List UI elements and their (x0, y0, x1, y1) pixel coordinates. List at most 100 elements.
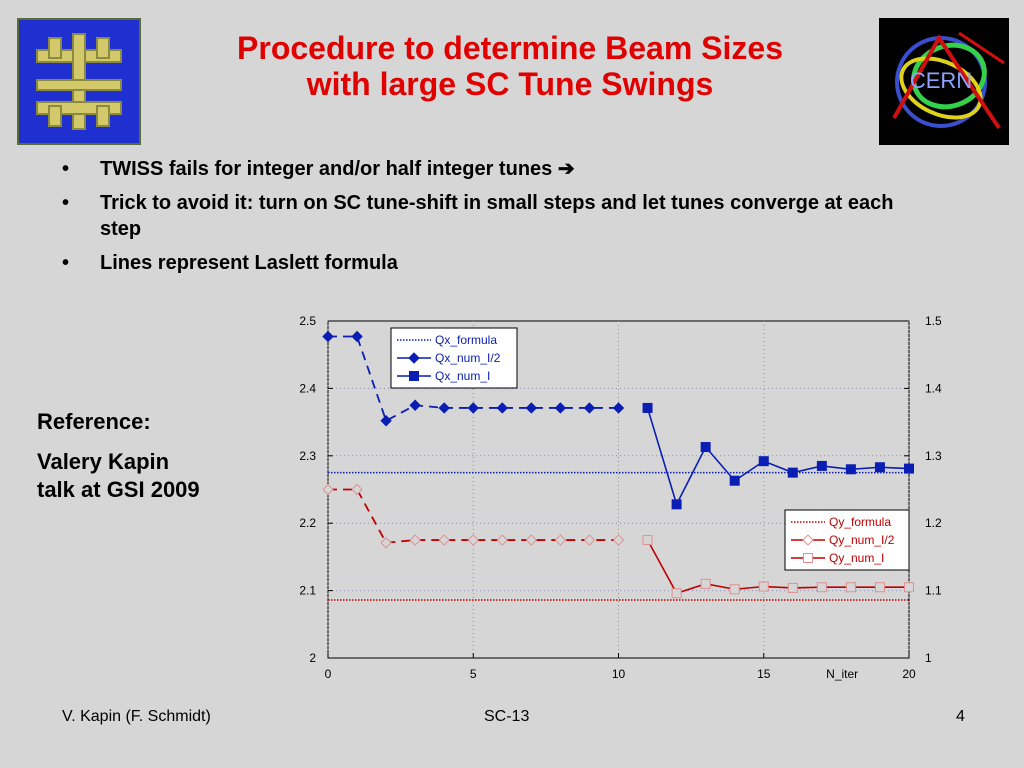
y-tick-label-right: 1.4 (925, 381, 942, 395)
data-point-qx-num-i-2 (380, 415, 392, 427)
slide-title: Procedure to determine Beam Sizes with l… (150, 30, 870, 102)
data-point-qx-num-i (642, 402, 653, 413)
y-tick-label-left: 2 (309, 651, 316, 665)
legend-label-qx-formula: Qx_formula (435, 333, 497, 347)
legend-label-qx-num-i-2: Qx_num_I/2 (435, 351, 501, 365)
data-point-qx-num-i-2 (467, 402, 479, 414)
data-point-qy-num-i-2 (583, 534, 596, 546)
data-point-qy-num-i (671, 588, 682, 599)
data-point-qy-num-i (904, 582, 914, 593)
legend-marker-qy-num-i (803, 553, 813, 563)
y-tick-label-right: 1.2 (925, 516, 942, 530)
data-point-qx-num-i (671, 499, 682, 510)
y-tick-label-left: 2.1 (299, 584, 316, 598)
x-axis-label: N_iter (826, 667, 858, 681)
data-point-qx-num-i-2 (583, 402, 596, 414)
bullet-list: • TWISS fails for integer and/or half in… (62, 156, 922, 284)
data-point-qy-num-i-2 (554, 534, 567, 546)
legend-label-qy-num-i: Qy_num_I (829, 551, 884, 565)
data-point-qx-num-i (729, 475, 740, 486)
legend-marker-qy-num-i-2 (802, 534, 814, 546)
bullet-item: • Trick to avoid it: turn on SC tune-shi… (62, 190, 922, 242)
data-point-qy-num-i (700, 578, 711, 589)
bullet-item: • Lines represent Laslett formula (62, 250, 922, 276)
data-point-qx-num-i-2 (554, 402, 567, 414)
legend-label-qy-formula: Qy_formula (829, 515, 891, 529)
series-line-qy-num-i (646, 539, 909, 595)
data-point-qy-num-i (816, 582, 827, 593)
y-tick-label-right: 1 (925, 651, 932, 665)
bullet-text: TWISS fails for integer and/or half inte… (100, 158, 575, 180)
data-point-qx-num-i (816, 460, 827, 471)
y-tick-label-right: 1.5 (925, 314, 942, 328)
series-line-qx-num-i-2 (328, 335, 619, 423)
legend-marker-qx-num-i-2 (408, 352, 420, 364)
data-point-qy-num-i-2 (612, 534, 625, 546)
data-point-qx-num-i-2 (612, 402, 625, 414)
data-point-qy-num-i-2 (467, 534, 479, 546)
y-tick-label-right: 1.1 (925, 584, 942, 598)
slide-title-line-1: Procedure to determine Beam Sizes (237, 30, 783, 66)
slide-title-line-2: with large SC Tune Swings (306, 66, 714, 102)
data-point-qy-num-i-2 (322, 483, 334, 496)
y-tick-label-left: 2.5 (299, 314, 316, 328)
data-point-qy-num-i (874, 582, 885, 593)
bullet-icon: • (62, 192, 70, 214)
bullet-text: Lines represent Laslett formula (100, 252, 398, 274)
tune-chart: 2.52.42.32.22.121.51.41.31.21.110 5 10 15 20… (299, 314, 942, 681)
bullet-text: Trick to avoid it: turn on SC tune-shift… (100, 192, 894, 240)
y-tick-label-right: 1.3 (925, 449, 942, 463)
data-point-qy-num-i (729, 584, 740, 595)
data-point-qx-num-i-2 (496, 402, 509, 414)
reference-line-2: talk at GSI 2009 (37, 477, 200, 502)
x-tick-label: 0 (325, 667, 332, 681)
bullet-item: • TWISS fails for integer and/or half in… (62, 156, 922, 182)
reference-heading: Reference: (37, 409, 151, 434)
data-point-qx-num-i (700, 442, 711, 453)
y-tick-label-left: 2.2 (299, 516, 316, 530)
bullet-icon: • (62, 252, 70, 274)
data-point-qy-num-i-2 (438, 534, 450, 546)
data-point-qy-num-i-2 (496, 534, 509, 546)
data-point-qx-num-i-2 (525, 402, 538, 414)
data-point-qx-num-i-2 (409, 399, 421, 411)
bullet-icon: • (62, 158, 70, 180)
data-point-qx-num-i (904, 463, 914, 474)
data-point-qy-num-i (787, 582, 798, 593)
x-tick-label: 15 (757, 667, 771, 681)
data-point-qy-num-i-2 (525, 534, 538, 546)
legend-label-qx-num-i: Qx_num_I (435, 369, 490, 383)
x-tick-label: 10 (612, 667, 626, 681)
series-line-qx-num-i (646, 407, 910, 507)
data-point-qy-num-i-2 (351, 483, 363, 496)
footer-author: V. Kapin (F. Schmidt) (62, 708, 211, 725)
reference-line-1: Valery Kapin (37, 449, 170, 474)
cern-logo: CERN (879, 18, 1009, 145)
data-point-qy-num-i (642, 535, 653, 546)
data-point-qy-num-i (845, 582, 856, 593)
data-point-qx-num-i (787, 467, 798, 478)
data-point-qy-num-i-2 (380, 537, 392, 549)
data-point-qy-num-i (758, 581, 769, 592)
y-tick-label-left: 2.3 (299, 449, 316, 463)
data-point-qx-num-i (874, 462, 885, 473)
fermilab-logo-icon (36, 33, 122, 130)
data-point-qy-num-i-2 (409, 534, 421, 546)
fermilab-logo (17, 18, 141, 145)
legend-marker-qx-num-i (409, 371, 419, 381)
x-tick-label: 20 (902, 667, 916, 681)
series-line-qy-num-i-2 (328, 488, 619, 544)
cern-logo-text: CERN (910, 68, 972, 93)
footer-page-number: 4 (956, 708, 965, 725)
data-point-qx-num-i (845, 464, 856, 475)
data-point-qx-num-i (758, 456, 769, 467)
footer-code: SC-13 (484, 708, 530, 725)
y-tick-label-left: 2.4 (299, 381, 316, 395)
data-point-qx-num-i-2 (322, 330, 334, 343)
reference-block: Reference: Valery Kapin talk at GSI 2009 (37, 408, 200, 504)
data-point-qx-num-i-2 (351, 330, 363, 343)
legend-label-qy-num-i-2: Qy_num_I/2 (829, 533, 895, 547)
x-tick-label: 5 (470, 667, 477, 681)
data-point-qx-num-i-2 (438, 402, 450, 414)
cern-logo-icon: CERN (892, 31, 1005, 130)
